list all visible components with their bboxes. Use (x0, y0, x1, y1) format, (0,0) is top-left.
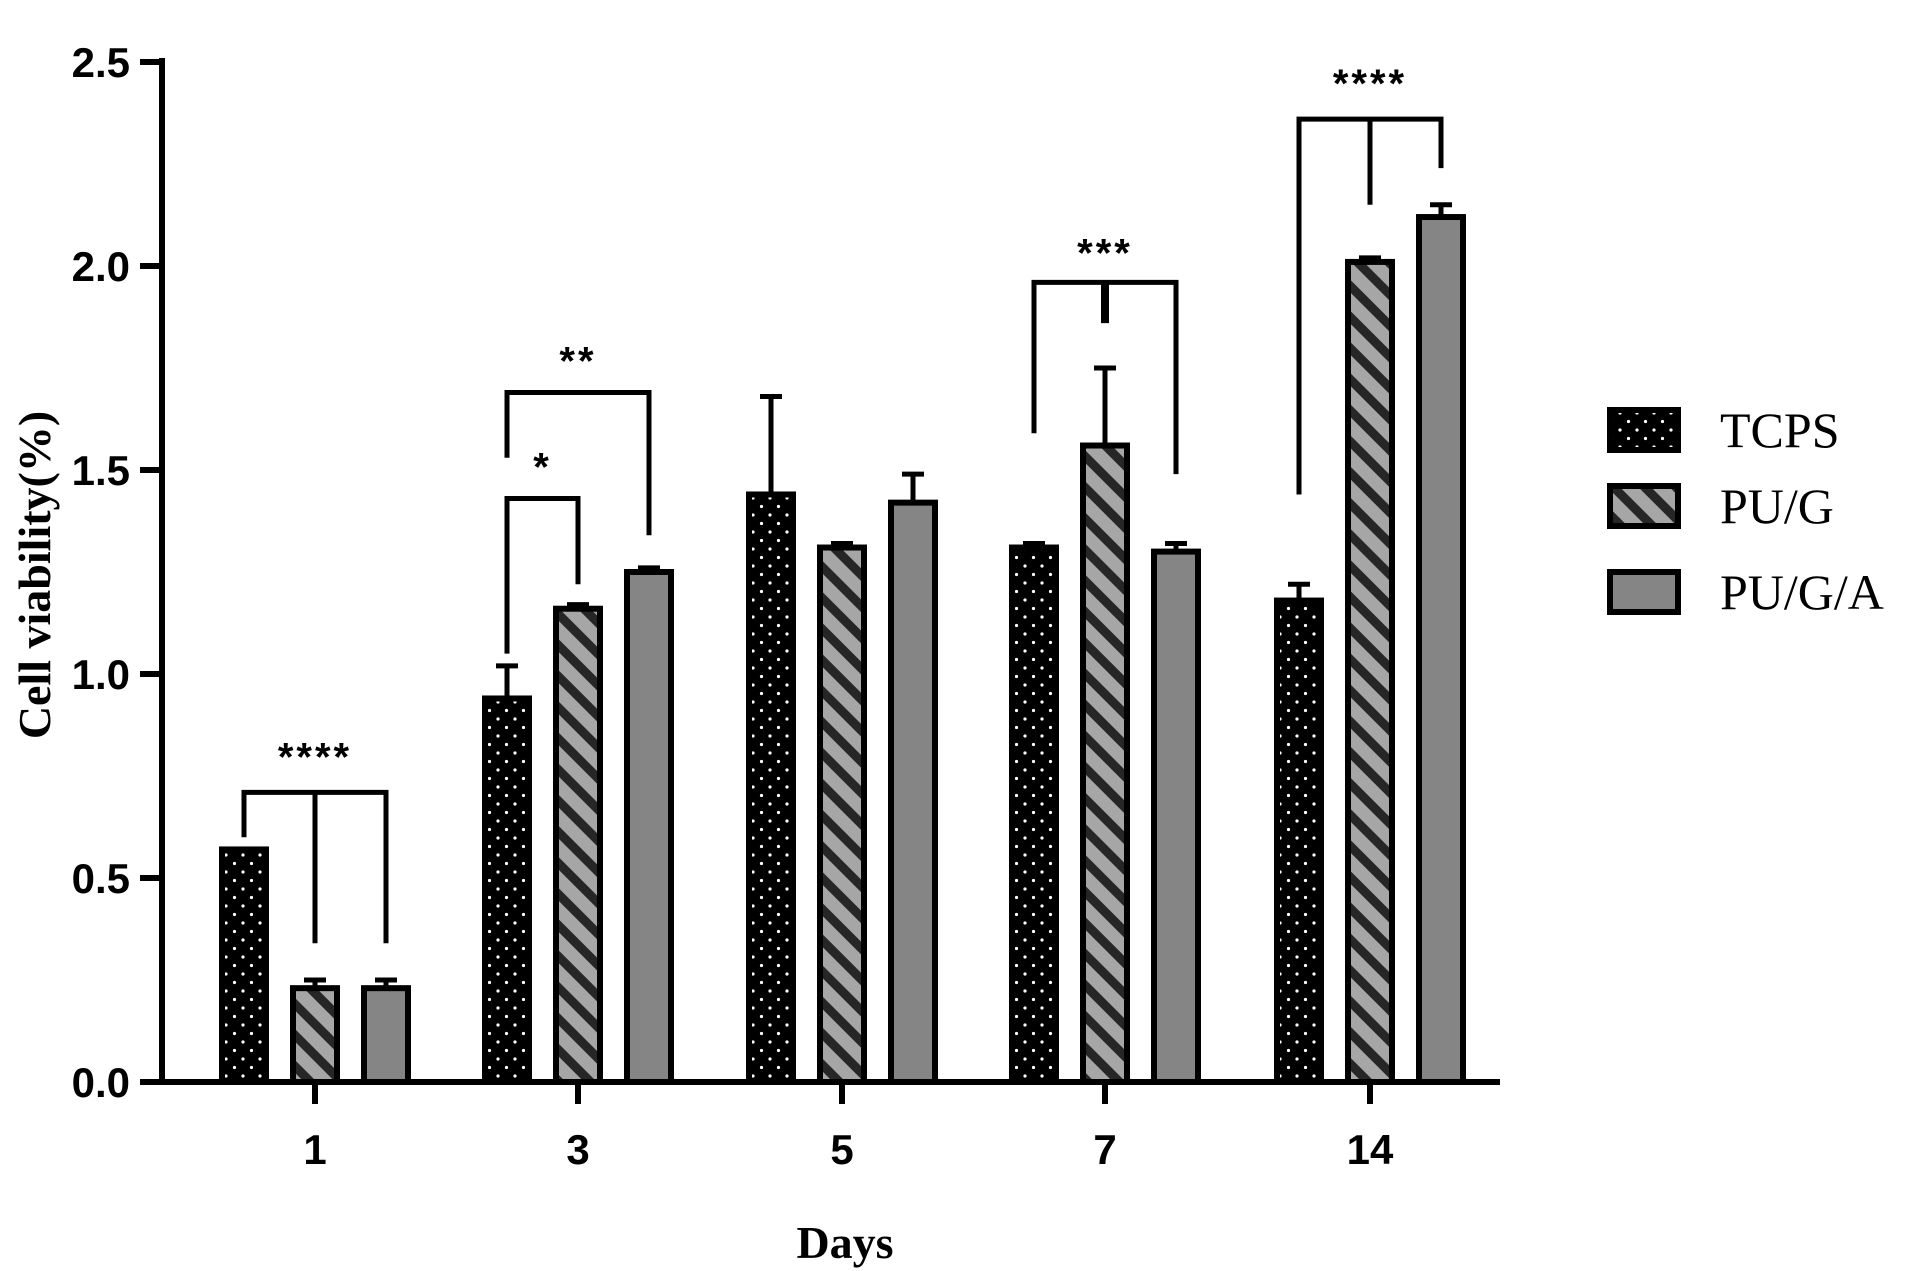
significance-label-day-14: **** (1333, 62, 1407, 106)
bar-pu-g-a-day-7 (1151, 548, 1201, 1085)
significance-label-day-7: *** (1077, 231, 1133, 275)
bar-pu-g-day-5 (817, 544, 867, 1085)
significance-bracket-day-3-b-label: ** (559, 339, 596, 383)
bar-tcps-day-5 (746, 491, 796, 1086)
y-tick-label: 1.0 (72, 651, 130, 698)
bar-pu-g-day-3 (553, 605, 603, 1085)
x-tick-label: 3 (566, 1126, 589, 1173)
legend-swatch-pu-g-a (1607, 569, 1681, 615)
legend-swatch-tcps (1607, 407, 1681, 453)
significance-bracket-day-3-b (504, 389, 652, 536)
significance-layer: ************** (241, 62, 1444, 944)
legend-label-tcps: TCPS (1720, 402, 1840, 458)
bars-layer (219, 202, 1466, 1086)
x-tick-label: 14 (1347, 1126, 1394, 1173)
bar-pu-g-a-day-3 (624, 569, 674, 1085)
significance-label-day-1: **** (278, 735, 352, 779)
significance-bracket-day-3-a (504, 496, 581, 654)
bar-tcps-day-3 (482, 695, 532, 1085)
bar-pu-g-a-day-14 (1416, 214, 1466, 1086)
x-tick-label: 1 (303, 1126, 326, 1173)
bar-pu-g-a-day-5 (888, 499, 938, 1085)
y-tick-label: 0.5 (72, 855, 130, 902)
x-tick-label: 7 (1093, 1126, 1116, 1173)
bar-pu-g-day-1 (290, 985, 340, 1085)
y-tick-label: 2.0 (72, 243, 130, 290)
bar-pu-g-day-14 (1345, 258, 1395, 1086)
legend-label-pu-g-a: PU/G/A (1720, 564, 1884, 620)
x-tick-label: 5 (830, 1126, 853, 1173)
legend-label-pu-g: PU/G (1720, 478, 1834, 534)
bar-pu-g-day-7 (1080, 442, 1130, 1085)
bar-tcps-day-1 (219, 846, 269, 1085)
y-axis-title: Cell viability(%) (9, 411, 60, 739)
bar-tcps-day-14 (1274, 597, 1324, 1085)
significance-bracket-day-3-a-label: * (533, 446, 552, 490)
legend-swatch-pu-g (1607, 483, 1681, 529)
y-tick-label: 0.0 (72, 1059, 130, 1106)
bar-pu-g-a-day-1 (361, 985, 411, 1085)
bar-tcps-day-7 (1009, 544, 1059, 1085)
x-axis-title: Days (796, 1217, 893, 1268)
y-tick-label: 2.5 (72, 39, 130, 86)
y-tick-label: 1.5 (72, 447, 130, 494)
legend: TCPS PU/G PU/G/A (1607, 402, 1884, 620)
